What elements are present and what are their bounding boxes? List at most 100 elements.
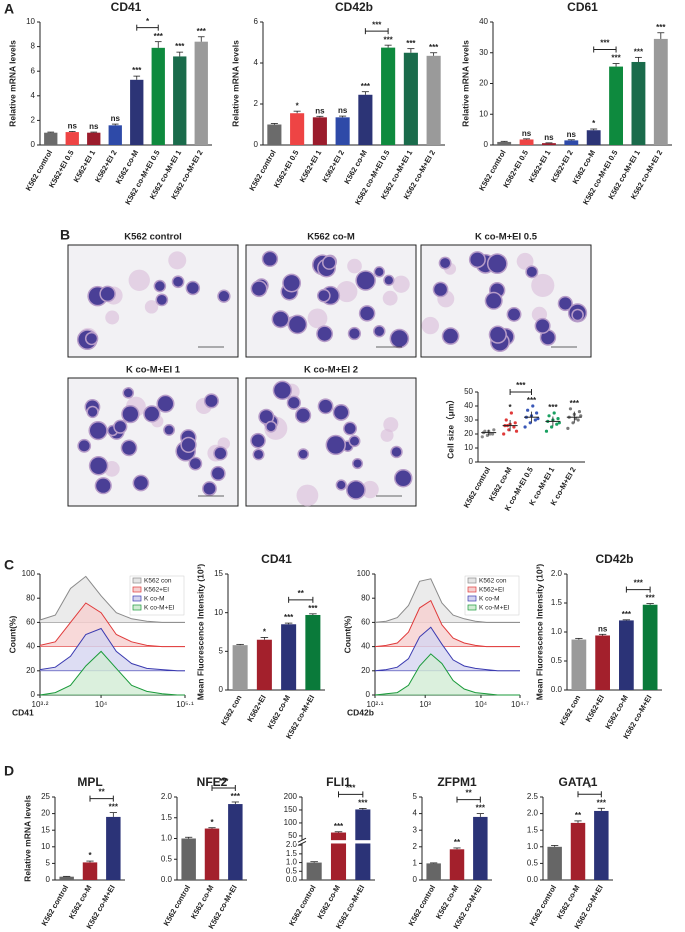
legend-label: K co-M+EI [144, 605, 175, 612]
cell-nucleus [395, 470, 411, 486]
y-tick-label: 1.0 [161, 834, 173, 843]
legend-swatch [132, 577, 142, 584]
bar [631, 61, 646, 145]
point [528, 421, 532, 425]
cell-nucleus [323, 256, 336, 269]
y-tick-label: 0 [31, 690, 36, 699]
cell-nucleus [283, 275, 300, 292]
cell-nucleus [263, 252, 277, 266]
significance: *** [429, 43, 439, 52]
density-fill [40, 628, 185, 671]
y-tick-label: 2.0 [551, 569, 563, 578]
cell-nucleus [319, 399, 332, 413]
point [555, 422, 559, 426]
bar [642, 604, 658, 690]
y-tick-label: 100 [22, 569, 36, 578]
axis-break-mark [297, 841, 307, 846]
y-tick-label: 0 [366, 690, 371, 699]
cell-nucleus [122, 441, 136, 455]
bar [426, 55, 441, 146]
bar [547, 846, 562, 880]
x-tick-label: K562 co-M [67, 883, 94, 920]
y-tick-label: 2 [254, 99, 259, 108]
significance: ** [575, 811, 582, 820]
point [550, 425, 554, 429]
bar [87, 132, 101, 145]
background-cell [531, 273, 555, 298]
background-cell [347, 258, 362, 274]
y-tick-label: 5 [413, 792, 418, 801]
panel-label: A [4, 1, 14, 17]
bracket-label: *** [372, 20, 382, 29]
bar [595, 635, 610, 690]
cell-nucleus [347, 481, 365, 499]
y-tick-label: 40 [26, 642, 35, 651]
bar [281, 624, 297, 690]
x-tick-label: K562 control [528, 883, 559, 927]
bar [358, 94, 373, 145]
y-tick-label: 40 [361, 642, 370, 651]
significance: *** [308, 604, 318, 613]
bar [586, 130, 601, 145]
background-cell [336, 281, 358, 303]
legend-swatch [132, 586, 142, 593]
bar [355, 809, 371, 880]
background-cell [296, 484, 319, 507]
x-tick-label: K562 con [219, 693, 244, 727]
bar [306, 862, 322, 880]
y-tick-label: 0.0 [551, 685, 563, 694]
image-title: K co-M+EI 2 [304, 365, 358, 376]
point [536, 417, 540, 421]
bar [473, 816, 488, 880]
legend-label: K562 con [144, 578, 172, 585]
y-tick-label: 4 [254, 58, 259, 67]
cell-nucleus [288, 397, 300, 409]
x-axis-label: CD42b [347, 707, 374, 717]
significance: ns [598, 624, 608, 633]
bracket-label: * [588, 783, 592, 792]
chart-title: CD42b [335, 0, 373, 14]
cell-nucleus [205, 394, 218, 407]
cell-nucleus [251, 434, 265, 447]
cell-nucleus [173, 276, 183, 287]
significance: ns [567, 130, 577, 139]
y-tick-label: 0.5 [286, 866, 298, 875]
cell-nucleus [337, 480, 346, 490]
density-fill [375, 653, 520, 695]
density-fill [375, 627, 520, 671]
y-tick-label: 2.5 [527, 792, 539, 801]
cell-nucleus [536, 319, 550, 333]
bracket-label: ** [466, 789, 473, 798]
point [531, 404, 535, 408]
significance: ns [89, 122, 99, 131]
x-tick-label: K562 co-M [315, 883, 342, 920]
bar [519, 139, 534, 145]
bar [449, 849, 465, 880]
cell-nucleus [164, 425, 174, 435]
cell-nucleus [259, 410, 273, 424]
y-tick-label: 30 [464, 415, 473, 424]
bar [59, 876, 74, 880]
legend-swatch [132, 604, 142, 611]
significance: *** [656, 23, 666, 32]
y-tick-label: 1.0 [527, 842, 539, 851]
significance: *** [132, 66, 142, 75]
cell-nucleus [298, 449, 308, 459]
x-tick-label: K562 con [558, 693, 583, 727]
cell-nucleus [443, 328, 458, 344]
x-tick-label: K562 co-M [189, 883, 216, 920]
chart-title: CD41 [261, 552, 292, 566]
chart-title: CD42b [595, 552, 633, 566]
background-cell [168, 251, 187, 270]
cell-nucleus [440, 258, 451, 268]
y-tick-label: 0 [219, 685, 224, 694]
x-tick-label: K562 control [162, 883, 193, 927]
x-tick-label: K562+EI 2 [320, 148, 346, 183]
bar [267, 124, 282, 145]
y-tick-label: 20 [464, 429, 473, 438]
axis-break [296, 840, 377, 844]
legend-swatch [467, 577, 477, 584]
y-axis-label: Cell size（μm） [445, 395, 455, 459]
image-title: K co-M+EI 1 [126, 365, 181, 376]
